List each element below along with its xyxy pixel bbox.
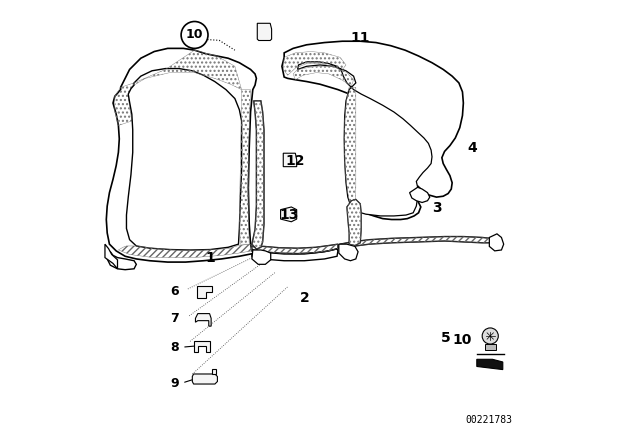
Polygon shape	[196, 286, 212, 298]
Polygon shape	[105, 244, 118, 269]
Text: 6: 6	[170, 284, 179, 298]
Polygon shape	[485, 344, 495, 350]
Polygon shape	[107, 251, 136, 270]
Polygon shape	[284, 153, 297, 167]
Polygon shape	[252, 101, 264, 249]
Polygon shape	[280, 207, 297, 222]
Polygon shape	[106, 48, 257, 262]
Circle shape	[482, 328, 499, 344]
Polygon shape	[195, 314, 211, 326]
Text: 8: 8	[170, 340, 179, 354]
Polygon shape	[252, 250, 271, 264]
Polygon shape	[212, 369, 216, 374]
Text: 13: 13	[279, 208, 298, 222]
Polygon shape	[194, 341, 210, 352]
Text: 4: 4	[467, 141, 477, 155]
Polygon shape	[477, 359, 503, 370]
Polygon shape	[192, 374, 218, 384]
Polygon shape	[127, 69, 241, 250]
Text: 00221783: 00221783	[465, 415, 513, 425]
Text: 11: 11	[351, 31, 370, 45]
Polygon shape	[298, 62, 432, 216]
Polygon shape	[282, 41, 463, 220]
Polygon shape	[490, 234, 504, 251]
Text: 9: 9	[170, 376, 179, 390]
Circle shape	[181, 22, 208, 48]
Polygon shape	[252, 249, 338, 261]
Text: 12: 12	[285, 154, 305, 168]
Text: 1: 1	[205, 250, 215, 265]
Text: 10: 10	[452, 333, 472, 348]
Polygon shape	[347, 199, 361, 246]
Text: 3: 3	[431, 201, 442, 215]
Polygon shape	[257, 23, 271, 40]
Text: 7: 7	[170, 311, 179, 325]
Polygon shape	[410, 187, 430, 202]
Polygon shape	[339, 244, 358, 261]
Text: 5: 5	[440, 331, 451, 345]
Text: 10: 10	[186, 28, 204, 42]
Text: 2: 2	[300, 291, 309, 305]
